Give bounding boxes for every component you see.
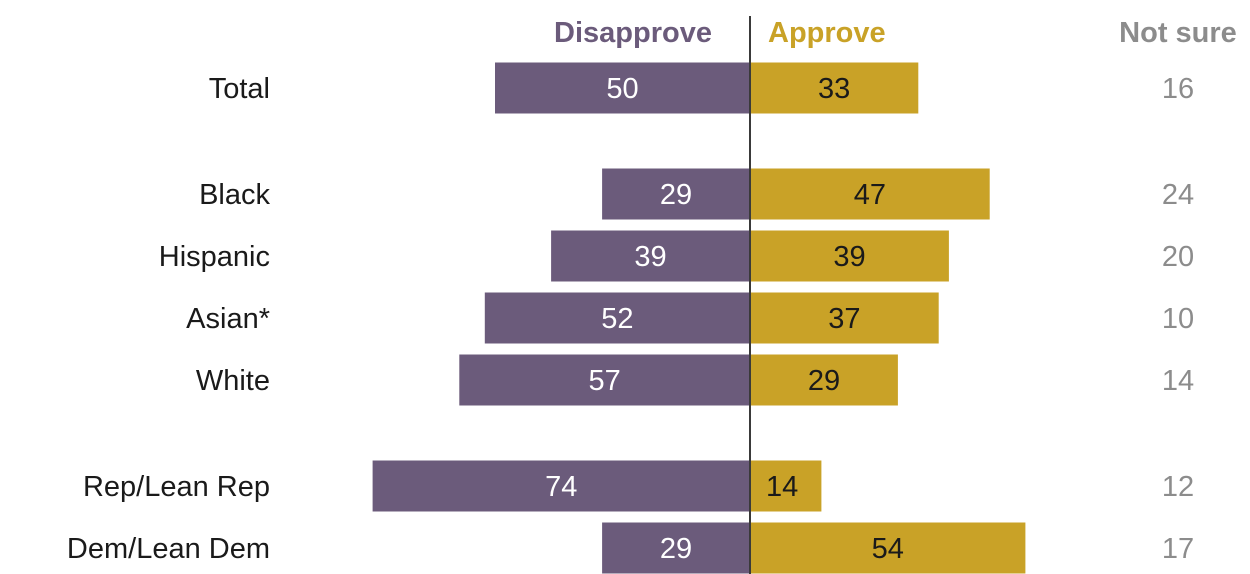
bar-approve [750, 354, 898, 406]
category-label: Hispanic [159, 241, 270, 273]
header-not-sure: Not sure [1119, 17, 1237, 49]
value-label-not-sure: 12 [1162, 471, 1194, 503]
bar-disapprove [602, 522, 750, 574]
category-label: Rep/Lean Rep [83, 471, 270, 503]
category-label: White [196, 365, 270, 397]
value-label-approve: 47 [854, 179, 886, 211]
bar-approve [750, 230, 949, 282]
bar-disapprove [372, 460, 750, 512]
value-label-not-sure: 17 [1162, 533, 1194, 565]
value-label-disapprove: 29 [660, 533, 692, 565]
bar-approve [750, 522, 1026, 574]
bar-approve [750, 292, 939, 344]
value-label-approve: 37 [828, 303, 860, 335]
value-label-disapprove: 50 [606, 73, 638, 105]
bar-disapprove [495, 62, 750, 114]
value-label-approve: 14 [766, 471, 798, 503]
bar-disapprove [459, 354, 750, 406]
value-label-disapprove: 29 [660, 179, 692, 211]
value-label-approve: 54 [872, 533, 904, 565]
category-label: Dem/Lean Dem [67, 533, 270, 565]
bar-disapprove [551, 230, 750, 282]
value-label-approve: 39 [833, 241, 865, 273]
value-label-not-sure: 16 [1162, 73, 1194, 105]
chart-rows: Total 50 33 16 Black 29 47 24 Hispanic 39 39 20 Asia… [67, 62, 1194, 574]
category-label: Asian* [186, 303, 270, 335]
bar-disapprove [602, 168, 750, 220]
value-label-not-sure: 20 [1162, 241, 1194, 273]
header-approve: Approve [768, 17, 886, 49]
category-label: Total [209, 73, 270, 105]
value-label-approve: 33 [818, 73, 850, 105]
value-label-approve: 29 [808, 365, 840, 397]
header-disapprove: Disapprove [554, 17, 712, 49]
bar-approve [750, 460, 822, 512]
value-label-not-sure: 24 [1162, 179, 1194, 211]
value-label-disapprove: 39 [634, 241, 666, 273]
bar-disapprove [484, 292, 750, 344]
value-label-not-sure: 10 [1162, 303, 1194, 335]
value-label-disapprove: 52 [601, 303, 633, 335]
category-label: Black [199, 179, 270, 211]
value-label-disapprove: 57 [589, 365, 621, 397]
value-label-disapprove: 74 [545, 471, 577, 503]
bar-approve [750, 62, 919, 114]
bar-approve [750, 168, 990, 220]
value-label-not-sure: 14 [1162, 365, 1194, 397]
